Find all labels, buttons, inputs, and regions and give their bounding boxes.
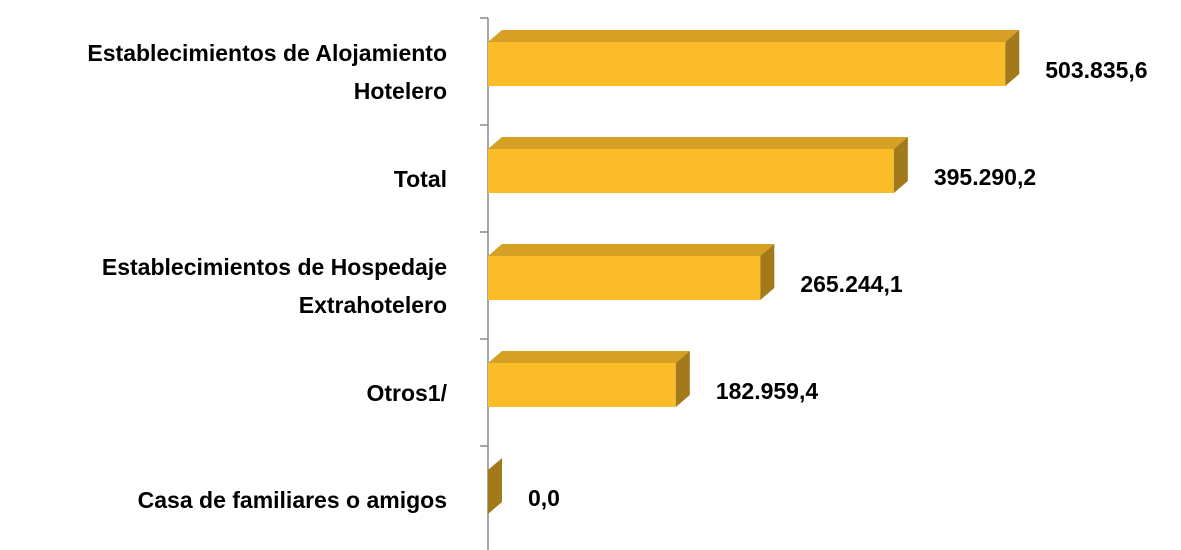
category-label: Otros1/	[366, 379, 447, 406]
value-label: 503.835,6	[1045, 57, 1147, 83]
category-label: Casa de familiares o amigos	[137, 486, 447, 513]
value-label: 182.959,4	[716, 378, 819, 404]
bar-side	[760, 244, 775, 300]
value-label: 395.290,2	[934, 164, 1036, 190]
category-label: Total	[393, 165, 447, 192]
bar	[488, 363, 676, 407]
bar-side	[675, 351, 690, 407]
value-label: 265.244,1	[800, 271, 903, 297]
value-label: 0,0	[528, 485, 560, 511]
bar-side	[488, 458, 502, 514]
bar	[488, 256, 761, 300]
category-label: Establecimientos de Alojamiento Hotelero	[87, 39, 447, 104]
bar-top	[488, 30, 1020, 42]
bar	[488, 42, 1006, 86]
bar-top	[488, 351, 690, 363]
bar-side	[1005, 30, 1020, 86]
category-label: Establecimientos de Hospedaje Extrahotel…	[101, 253, 447, 318]
bar-top	[488, 244, 775, 256]
bar	[488, 149, 894, 193]
bar-top	[488, 137, 908, 149]
bar-side	[893, 137, 908, 193]
